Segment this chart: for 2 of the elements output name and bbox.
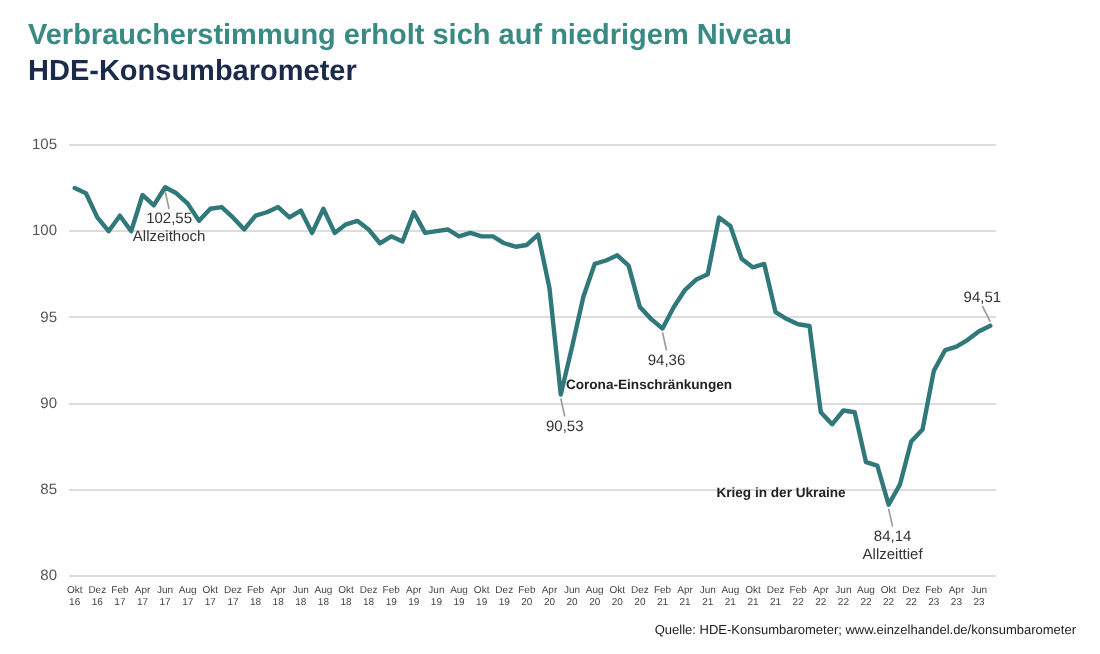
chart-subtitle: HDE-Konsumbarometer: [28, 56, 357, 88]
chart-title: Verbraucherstimmung erholt sich auf niedrigem Niveau: [28, 20, 792, 52]
